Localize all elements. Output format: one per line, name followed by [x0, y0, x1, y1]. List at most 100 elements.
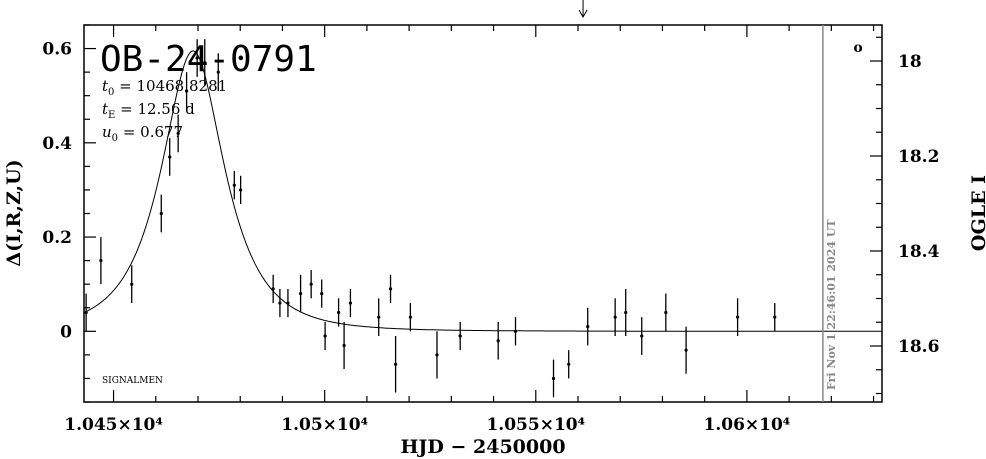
data-point: [624, 288, 628, 337]
data-marker: [278, 301, 282, 305]
data-marker: [394, 362, 398, 366]
x-tick-label: 1.045×10⁴: [64, 415, 163, 435]
data-point: [394, 336, 398, 393]
data-marker: [551, 376, 556, 381]
data-marker: [624, 310, 628, 315]
data-marker: [337, 310, 341, 315]
chart-title: OB-24-0791: [100, 39, 317, 80]
data-point: [278, 288, 282, 318]
data-point: [773, 303, 777, 332]
data-point: [232, 171, 236, 200]
data-point: [342, 321, 346, 370]
data-point: [377, 298, 381, 337]
data-marker: [195, 56, 199, 60]
data-point: [185, 72, 189, 110]
data-marker: [309, 282, 313, 286]
y-tick-label: 0.4: [42, 134, 72, 154]
y-tick-label: 0: [60, 322, 72, 342]
model-curve: [83, 50, 882, 332]
data-point: [408, 303, 412, 332]
data-marker: [299, 292, 303, 296]
data-point: [586, 307, 590, 346]
data-marker: [286, 301, 290, 305]
data-point: [130, 265, 134, 304]
data-marker: [408, 315, 412, 319]
y-right-tick-label: 18.6: [898, 337, 939, 357]
data-marker: [664, 310, 668, 315]
data-point: [664, 293, 668, 332]
data-marker: [84, 310, 88, 315]
data-marker: [176, 131, 180, 135]
x-tick-label: 1.06×10⁴: [704, 415, 791, 435]
data-point: [388, 274, 393, 304]
data-marker: [271, 287, 275, 291]
y-axis-label-right: OGLE I: [968, 175, 986, 251]
data-point: [299, 274, 303, 313]
data-marker: [513, 329, 518, 333]
arrow-head: [578, 9, 588, 19]
data-point: [239, 175, 243, 205]
data-marker: [586, 325, 590, 329]
data-marker: [239, 188, 243, 192]
data-marker: [458, 334, 462, 338]
data-point: [567, 350, 571, 379]
data-point: [348, 288, 353, 318]
param-label: u0 = 0.677: [102, 123, 183, 144]
data-marker: [130, 282, 134, 286]
data-marker: [323, 334, 327, 338]
data-point: [323, 321, 327, 351]
data-point: [176, 114, 180, 153]
data-marker: [203, 61, 207, 65]
data-point: [640, 317, 644, 355]
data-marker: [159, 211, 163, 216]
data-point: [337, 298, 341, 327]
x-axis-label: HJD − 2450000: [400, 436, 565, 458]
data-marker: [613, 315, 617, 319]
data-point: [271, 274, 275, 304]
data-point: [513, 317, 518, 346]
data-point: [435, 331, 439, 379]
data-point: [195, 39, 199, 77]
plot-frame: [83, 24, 883, 403]
y-axis-label-left: Δ(I,R,Z,U): [3, 159, 25, 266]
data-point: [168, 138, 172, 176]
y-right-tick-label: 18: [898, 52, 922, 72]
data-point: [496, 321, 500, 360]
data-point: [286, 288, 290, 318]
y-tick-label: 0.6: [42, 40, 72, 60]
y-right-tick-label: 18.4: [898, 242, 940, 262]
data-marker: [185, 89, 189, 93]
data-point: [309, 270, 313, 299]
data-marker: [388, 287, 393, 291]
data-marker: [773, 315, 777, 319]
y-tick-label: 0.2: [42, 228, 72, 248]
marker-symbol: o: [853, 40, 862, 56]
data-point: [99, 237, 103, 285]
data-marker: [232, 183, 236, 187]
data-point: [736, 298, 740, 337]
x-tick-label: 1.055×10⁴: [486, 415, 585, 435]
data-marker: [377, 315, 381, 319]
data-point: [159, 194, 163, 233]
data-marker: [567, 362, 571, 366]
data-marker: [736, 315, 740, 319]
footer-label: SIGNALMEN: [102, 376, 163, 386]
data-marker: [168, 155, 172, 159]
y-right-tick-label: 18.2: [898, 147, 939, 167]
down-arrow-icon: [578, 0, 588, 19]
data-marker: [496, 339, 500, 343]
data-point: [613, 298, 617, 337]
data-marker: [320, 292, 324, 296]
data-marker: [640, 334, 644, 338]
param-label: tE = 12.56 d: [102, 100, 195, 121]
data-marker: [99, 259, 103, 263]
data-point: [320, 279, 324, 308]
data-point: [216, 53, 220, 91]
data-point: [551, 359, 556, 398]
data-marker: [435, 353, 439, 357]
data-point: [203, 39, 207, 87]
data-point: [458, 321, 462, 351]
data-point: [684, 326, 688, 374]
x-tick-label: 1.05×10⁴: [281, 415, 368, 435]
